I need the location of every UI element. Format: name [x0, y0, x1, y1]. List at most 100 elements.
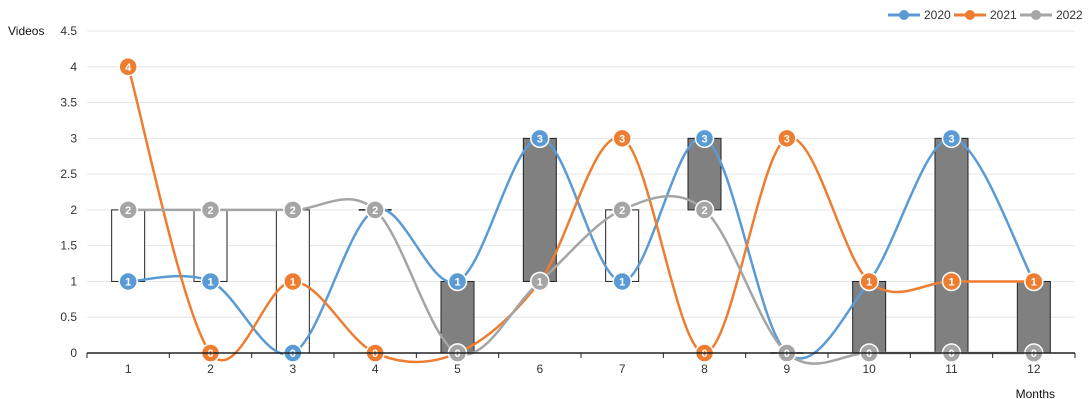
legend-label-2022: 2022 — [1056, 8, 1083, 22]
data-point-2022 — [694, 200, 715, 220]
data-label-2021: 0 — [372, 348, 378, 360]
data-label-2022: 2 — [125, 205, 131, 217]
x-tick-label: 9 — [783, 362, 790, 376]
series-line-2020 — [128, 136, 1035, 360]
candle-bar — [193, 209, 228, 282]
x-tick-label: 1 — [125, 362, 132, 376]
y-tick-label: 1 — [70, 274, 77, 288]
data-point-2020 — [200, 271, 221, 292]
data-label-2022: 0 — [866, 348, 872, 360]
data-point-2020 — [694, 128, 715, 149]
y-tick-label: 3.5 — [60, 96, 77, 110]
data-label-2022: 0 — [454, 348, 460, 360]
legend-marker-2021 — [965, 10, 975, 20]
candle-bar — [687, 137, 722, 211]
data-label-2021: 1 — [290, 276, 296, 288]
data-label-2021: 0 — [701, 348, 707, 360]
x-tick-label: 3 — [289, 362, 296, 376]
data-label-2021: 0 — [207, 348, 213, 360]
data-label-2020: 3 — [948, 133, 954, 145]
x-tick-label: 12 — [1027, 362, 1041, 376]
data-point-2022 — [530, 271, 550, 292]
legend-marker-2022 — [1031, 10, 1041, 20]
data-label-2020: 3 — [537, 133, 543, 145]
data-label-2020: 1 — [619, 276, 625, 288]
data-label-2022: 2 — [290, 205, 296, 217]
x-tick-label: 8 — [701, 362, 708, 376]
y-tick-label: 2 — [70, 203, 77, 217]
data-point-2021 — [283, 271, 303, 292]
data-label-2021: 3 — [619, 133, 625, 145]
data-label-2021: 1 — [948, 276, 954, 288]
y-tick-label: 4.5 — [60, 24, 77, 38]
data-point-2021 — [941, 271, 962, 292]
data-point-2021 — [1024, 271, 1044, 292]
data-label-2022: 0 — [1031, 348, 1037, 360]
data-point-2021 — [859, 271, 879, 292]
data-label-2021: 4 — [125, 62, 132, 74]
y-tick-label: 4 — [70, 60, 77, 74]
data-label-2020: 1 — [454, 276, 460, 288]
x-tick-label: 10 — [862, 362, 876, 376]
data-label-2022: 2 — [619, 205, 625, 217]
data-point-2022 — [118, 200, 138, 220]
series-line-2021 — [126, 66, 1034, 364]
data-label-2022: 0 — [784, 348, 790, 360]
y-axis-title: Videos — [8, 24, 44, 38]
axes: 00.511.522.533.544.51 2 3 4 5 6 7 8 9 10 11 12 — [60, 24, 1076, 376]
data-point-2020 — [118, 271, 138, 292]
candle-bar — [934, 137, 969, 354]
data-label-2022: 0 — [948, 348, 954, 360]
candle-bar — [111, 209, 146, 282]
legend: 2020 2021 2022 — [888, 8, 1083, 22]
data-label-2022: 2 — [207, 205, 213, 217]
x-axis-title: Months — [1016, 387, 1055, 399]
data-point-2022 — [200, 200, 221, 220]
data-point-2020 — [447, 271, 468, 292]
data-label-2022: 2 — [372, 205, 378, 217]
data-label-2022: 1 — [537, 276, 543, 288]
data-point-2022 — [612, 200, 632, 220]
x-tick-label: 11 — [945, 362, 958, 376]
data-point-2020 — [530, 128, 550, 149]
data-label-2021: 1 — [866, 276, 872, 288]
series-line-2022 — [128, 194, 1034, 365]
x-tick-label: 5 — [454, 362, 461, 376]
data-label-2021: 3 — [784, 133, 790, 145]
data-label-2021: 1 — [1031, 276, 1037, 288]
data-label-2020: 0 — [290, 348, 296, 360]
legend-marker-2020 — [899, 10, 909, 20]
y-tick-label: 3 — [70, 131, 77, 145]
data-point-2020 — [941, 128, 962, 149]
x-tick-label: 4 — [372, 362, 379, 376]
candle-bar — [852, 280, 887, 354]
y-tick-label: 0 — [70, 346, 77, 360]
candle-bar — [605, 209, 640, 282]
data-point-2022 — [283, 200, 303, 220]
data-label-2022: 2 — [701, 205, 707, 217]
data-label-2020: 1 — [125, 276, 131, 288]
data-label-2020: 3 — [701, 133, 707, 145]
data-point-2020 — [612, 271, 632, 292]
data-point-2021 — [118, 57, 138, 77]
data-label-2020: 1 — [207, 276, 213, 288]
legend-label-2021: 2021 — [990, 8, 1017, 22]
y-tick-label: 1.5 — [60, 239, 77, 253]
candle-bar — [440, 280, 475, 354]
gridlines — [87, 30, 1075, 318]
x-tick-label: 7 — [619, 362, 626, 376]
data-point-2021 — [612, 128, 632, 149]
x-tick-label: 2 — [207, 362, 214, 376]
candle-bar — [522, 137, 557, 282]
x-tick-label: 6 — [536, 362, 543, 376]
candle-bar — [1016, 280, 1051, 354]
series-lines — [126, 66, 1035, 365]
legend-label-2020: 2020 — [924, 8, 951, 22]
data-points: 110213130131401001303111222201220000 — [118, 57, 1044, 363]
data-point-2022 — [365, 200, 385, 220]
y-tick-label: 2.5 — [60, 167, 77, 181]
y-tick-label: 0.5 — [60, 310, 77, 324]
data-point-2021 — [777, 128, 797, 149]
